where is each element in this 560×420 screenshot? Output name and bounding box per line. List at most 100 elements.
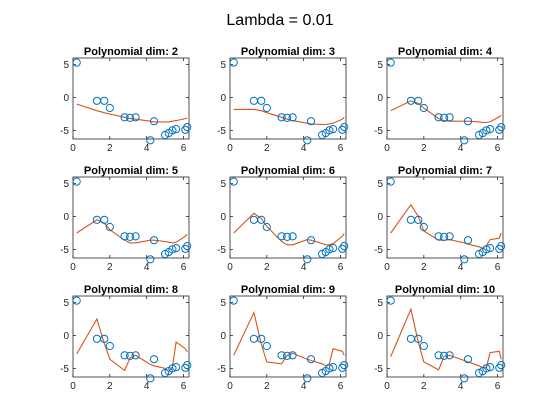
y-tick-label: 5 [377, 179, 383, 190]
subplot-title: Polynomial dim: 3 [241, 46, 335, 58]
data-point [338, 125, 347, 134]
subplot-5: Polynomial dim: 60 2 4 6-505 [217, 165, 349, 273]
x-tick-label: 4 [458, 143, 464, 154]
data-point [460, 136, 469, 145]
y-tick-label: 5 [63, 60, 69, 71]
x-tick-label: 0 [70, 262, 76, 273]
data-point [146, 136, 155, 145]
subplot-title: Polynomial dim: 4 [398, 46, 493, 58]
axes-box [229, 57, 347, 140]
data-point [463, 355, 473, 364]
x-tick-label: 0 [70, 381, 76, 392]
axes-box [386, 57, 504, 140]
data-point [486, 125, 495, 134]
subplot-2: Polynomial dim: 30 2 4 6-505 [217, 46, 349, 154]
x-tick-label: 0 [384, 381, 390, 392]
data-point [340, 242, 349, 251]
y-tick-label: 0 [63, 212, 69, 223]
data-point [306, 355, 316, 364]
data-point [257, 334, 266, 343]
data-point [277, 351, 286, 360]
data-point [495, 244, 504, 253]
x-tick-label: 4 [144, 262, 150, 273]
data-point [181, 244, 190, 253]
y-tick-label: 0 [377, 331, 383, 342]
subplot-4: Polynomial dim: 50 2 4 6-505 [60, 165, 192, 273]
data-point [338, 244, 347, 253]
data-point [126, 351, 135, 360]
x-tick-label: 2 [107, 143, 113, 154]
y-tick-label: -5 [374, 364, 383, 375]
data-point [105, 341, 114, 351]
data-point [482, 245, 491, 254]
x-tick-label: 0 [227, 143, 233, 154]
x-tick-label: 2 [264, 381, 270, 392]
data-point [283, 113, 292, 123]
y-tick-label: 5 [220, 298, 226, 309]
data-point [445, 232, 454, 241]
y-tick-label: 0 [220, 212, 226, 223]
data-point [306, 117, 316, 126]
data-point [486, 244, 495, 253]
y-tick-label: 5 [220, 60, 226, 71]
data-point [440, 113, 449, 123]
axes-box [229, 176, 347, 259]
data-point [495, 363, 504, 372]
y-tick-label: 0 [377, 93, 383, 104]
data-point [386, 296, 395, 305]
x-tick-label: 4 [301, 381, 307, 392]
data-point [183, 242, 192, 251]
y-tick-label: -5 [217, 245, 226, 256]
data-point [100, 96, 109, 105]
y-tick-label: 0 [220, 93, 226, 104]
data-point [120, 113, 129, 122]
axes-box [72, 57, 190, 140]
y-tick-label: 5 [63, 179, 69, 190]
data-point [105, 222, 114, 232]
fit-line [233, 108, 345, 126]
data-point [463, 117, 473, 126]
data-point [486, 363, 495, 372]
data-point [329, 244, 338, 253]
data-point [262, 103, 271, 113]
data-point [257, 215, 266, 224]
data-point [172, 244, 181, 253]
data-point [168, 245, 177, 254]
y-tick-label: 0 [63, 93, 69, 104]
x-tick-label: 2 [107, 262, 113, 273]
x-tick-label: 0 [227, 381, 233, 392]
data-point [183, 361, 192, 370]
subplot-8: Polynomial dim: 90 2 4 6-505 [217, 284, 349, 392]
subplot-title: Polynomial dim: 9 [241, 284, 335, 296]
fit-line [76, 317, 188, 373]
data-point [434, 232, 443, 241]
x-tick-label: 2 [421, 262, 427, 273]
data-point [329, 363, 338, 372]
axes-box [72, 295, 190, 378]
subplot-3: Polynomial dim: 40 2 4 6-505 [374, 46, 506, 154]
x-tick-label: 2 [264, 143, 270, 154]
x-tick-label: 0 [384, 143, 390, 154]
data-point [482, 364, 491, 373]
data-point [100, 215, 109, 224]
data-point [306, 236, 316, 245]
data-point [445, 113, 454, 122]
data-point [146, 255, 155, 264]
y-tick-label: -5 [374, 126, 383, 137]
data-point [181, 363, 190, 372]
data-point [325, 126, 334, 135]
data-point [131, 351, 140, 360]
y-tick-label: -5 [217, 126, 226, 137]
y-tick-label: 5 [220, 179, 226, 190]
subplot-title: Polynomial dim: 10 [395, 284, 495, 296]
axes-box [386, 295, 504, 378]
data-point [262, 341, 271, 351]
y-tick-label: -5 [60, 126, 69, 137]
x-tick-label: 4 [301, 143, 307, 154]
x-tick-label: 6 [181, 262, 187, 273]
data-point [463, 236, 473, 245]
data-point [414, 215, 423, 224]
axes-box [229, 295, 347, 378]
data-point [329, 125, 338, 134]
